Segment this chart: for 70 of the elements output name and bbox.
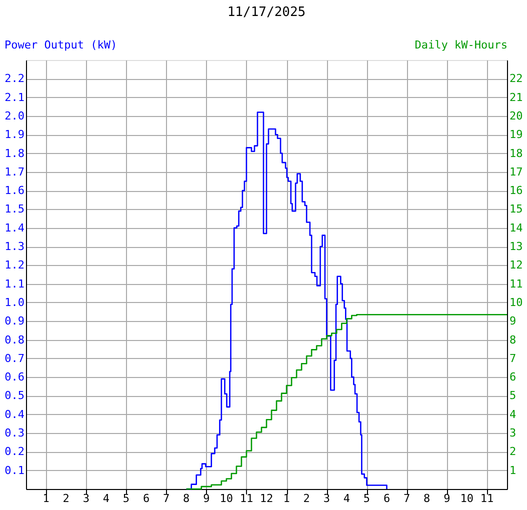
y-tick-label: 0.7 bbox=[4, 352, 24, 365]
x-tick-label: 11 bbox=[240, 492, 254, 505]
y2-axis-title: Daily kW-Hours bbox=[414, 38, 508, 52]
y2-tick-label: 5 bbox=[510, 389, 516, 402]
x-tick-label: 9 bbox=[203, 492, 210, 505]
x-tick-label: 4 bbox=[343, 492, 350, 505]
y2-tick-label: 2 bbox=[510, 445, 516, 458]
x-tick-label: 7 bbox=[403, 492, 410, 505]
x-tick-label: 2 bbox=[303, 492, 310, 505]
y-axis-title: Power Output (kW) bbox=[4, 38, 118, 52]
x-tick-label: 8 bbox=[424, 492, 430, 505]
x-tick-label: 2 bbox=[62, 492, 70, 505]
x-tick-label: 10 bbox=[220, 492, 234, 505]
x-tick-label: 9 bbox=[444, 492, 450, 505]
y2-tick-label: 8 bbox=[510, 333, 516, 346]
y2-tick-label: 3 bbox=[510, 426, 516, 440]
y2-tick-label: 4 bbox=[510, 408, 516, 421]
y2-tick-label: 15 bbox=[510, 202, 523, 216]
x-tick-label: 3 bbox=[323, 492, 330, 505]
y-tick-label: 2.2 bbox=[4, 72, 24, 86]
y2-tick-label: 20 bbox=[510, 109, 523, 122]
y2-tick-label: 7 bbox=[510, 352, 516, 365]
y2-tick-label: 10 bbox=[510, 296, 523, 309]
x-tick-label: 5 bbox=[122, 492, 130, 505]
y2-tick-label: 1 bbox=[510, 464, 516, 477]
y-tick-label: 0.6 bbox=[4, 370, 24, 384]
y2-tick-label: 22 bbox=[510, 72, 523, 86]
y2-tick-label: 6 bbox=[510, 370, 516, 384]
x-tick-label: 1 bbox=[283, 492, 290, 505]
y-tick-label: 1.4 bbox=[4, 221, 25, 234]
y-tick-label: 1.0 bbox=[4, 296, 24, 309]
y2-tick-label: 9 bbox=[510, 314, 516, 328]
y-tick-label: 1.2 bbox=[4, 258, 24, 272]
y-tick-label: 2.1 bbox=[4, 90, 24, 104]
x-tick-label: 6 bbox=[142, 492, 150, 505]
y-tick-label: 0.2 bbox=[4, 445, 24, 458]
y-tick-label: 1.7 bbox=[4, 165, 24, 178]
y2-tick-label: 11 bbox=[510, 277, 523, 290]
y2-tick-label: 14 bbox=[510, 221, 524, 234]
y-tick-label: 1.3 bbox=[4, 240, 24, 254]
y-tick-label: 1.5 bbox=[4, 202, 24, 216]
x-tick-label: 11 bbox=[480, 492, 494, 505]
y2-tick-label: 21 bbox=[510, 90, 523, 104]
y2-tick-label: 18 bbox=[510, 146, 523, 160]
x-tick-label: 8 bbox=[183, 492, 190, 505]
y-tick-label: 1.6 bbox=[4, 184, 24, 198]
x-tick-label: 6 bbox=[383, 492, 390, 505]
y-tick-label: 0.3 bbox=[4, 426, 24, 440]
x-tick-label: 10 bbox=[460, 492, 474, 505]
y2-tick-label: 17 bbox=[510, 165, 523, 178]
y-tick-label: 0.1 bbox=[4, 464, 24, 477]
y-tick-label: 0.8 bbox=[4, 333, 24, 346]
y2-tick-label: 13 bbox=[510, 240, 523, 254]
y2-tick-label: 16 bbox=[510, 184, 523, 198]
y-tick-label: 1.1 bbox=[4, 277, 24, 290]
y-tick-label: 1.9 bbox=[4, 128, 24, 142]
chart-title: 11/17/2025 bbox=[227, 5, 306, 20]
x-tick-label: 4 bbox=[102, 492, 110, 505]
x-tick-label: 1 bbox=[42, 492, 50, 505]
y-tick-label: 0.9 bbox=[4, 314, 24, 328]
y-tick-label: 2.0 bbox=[4, 109, 24, 122]
y-tick-label: 0.4 bbox=[4, 408, 25, 421]
y2-tick-label: 12 bbox=[510, 258, 523, 272]
x-tick-label: 5 bbox=[363, 492, 370, 505]
y-tick-label: 1.8 bbox=[4, 146, 24, 160]
x-tick-label: 3 bbox=[82, 492, 90, 505]
x-tick-label: 12 bbox=[260, 492, 274, 505]
y2-tick-label: 19 bbox=[510, 128, 523, 142]
y-tick-label: 0.5 bbox=[4, 389, 24, 402]
x-tick-label: 7 bbox=[162, 492, 170, 505]
